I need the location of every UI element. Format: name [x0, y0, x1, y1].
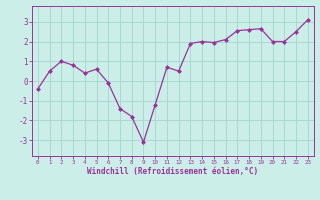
X-axis label: Windchill (Refroidissement éolien,°C): Windchill (Refroidissement éolien,°C) [87, 167, 258, 176]
